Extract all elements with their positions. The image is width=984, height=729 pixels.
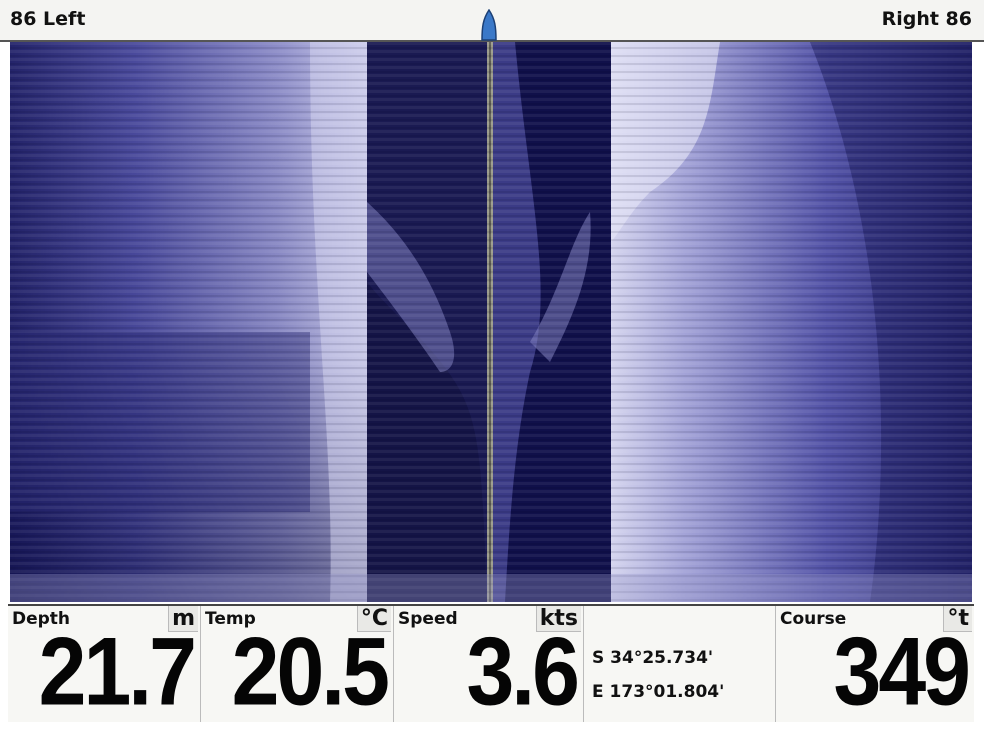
course-value: 349 (833, 618, 971, 726)
speed-unit: kts (535, 606, 581, 632)
depth-value: 21.7 (38, 618, 197, 726)
range-header: 86 Left Right 86 (0, 0, 984, 42)
boat-marker-icon (481, 9, 497, 41)
temp-readout: Temp °C 20.5 (201, 606, 394, 726)
range-left-label: 86 Left (10, 8, 86, 30)
latitude-value: S 34°25.734' (592, 648, 714, 668)
temp-value: 20.5 (231, 618, 390, 726)
range-right-label: Right 86 (881, 8, 972, 30)
depth-readout: Depth m 21.7 (8, 606, 201, 726)
longitude-value: E 173°01.804' (592, 682, 725, 702)
speed-label: Speed (398, 609, 458, 629)
side-imaging-sonar-view[interactable] (10, 42, 972, 602)
speed-value: 3.6 (466, 618, 580, 726)
speed-readout: Speed kts 3.6 (394, 606, 584, 726)
temp-unit: °C (356, 606, 391, 632)
data-readout-bar: Depth m 21.7 Temp °C 20.5 Speed kts 3.6 … (8, 604, 974, 726)
depth-unit: m (168, 606, 198, 632)
course-readout: Course °t 349 (776, 606, 974, 726)
sonar-image (10, 42, 972, 602)
position-readout: S 34°25.734' E 173°01.804' (584, 606, 776, 722)
course-unit: °t (943, 606, 972, 632)
depth-label: Depth (12, 609, 71, 629)
temp-label: Temp (205, 609, 256, 629)
course-label: Course (780, 609, 847, 629)
